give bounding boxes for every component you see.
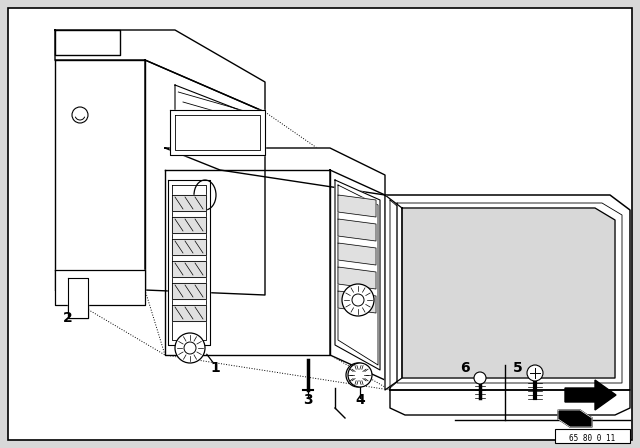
Polygon shape xyxy=(172,283,206,299)
Circle shape xyxy=(474,372,486,384)
Polygon shape xyxy=(330,170,385,380)
Circle shape xyxy=(348,363,372,387)
Polygon shape xyxy=(55,270,145,318)
Polygon shape xyxy=(385,195,630,390)
Polygon shape xyxy=(338,291,376,313)
Ellipse shape xyxy=(194,180,216,210)
Circle shape xyxy=(184,342,196,354)
Polygon shape xyxy=(402,208,615,378)
Bar xyxy=(555,429,630,443)
Polygon shape xyxy=(338,195,376,217)
Polygon shape xyxy=(165,170,330,355)
Polygon shape xyxy=(172,217,206,233)
Polygon shape xyxy=(172,305,206,321)
Polygon shape xyxy=(145,60,265,295)
Text: 5: 5 xyxy=(513,361,523,375)
Polygon shape xyxy=(335,180,380,370)
Polygon shape xyxy=(68,278,88,318)
Circle shape xyxy=(527,365,543,381)
Text: 4: 4 xyxy=(355,393,365,407)
Polygon shape xyxy=(168,180,210,345)
Polygon shape xyxy=(55,60,145,290)
Polygon shape xyxy=(338,267,376,289)
Polygon shape xyxy=(558,410,592,427)
Text: 2: 2 xyxy=(63,311,73,325)
Polygon shape xyxy=(175,85,265,155)
Circle shape xyxy=(342,284,374,316)
Text: 6: 6 xyxy=(460,361,470,375)
Circle shape xyxy=(346,363,370,387)
Polygon shape xyxy=(338,219,376,241)
Text: 1: 1 xyxy=(210,361,220,375)
Polygon shape xyxy=(170,110,265,155)
Polygon shape xyxy=(390,390,630,415)
Circle shape xyxy=(175,333,205,363)
Polygon shape xyxy=(172,195,206,211)
Polygon shape xyxy=(338,243,376,265)
Polygon shape xyxy=(385,195,402,390)
Polygon shape xyxy=(172,239,206,255)
Circle shape xyxy=(352,294,364,306)
Polygon shape xyxy=(55,30,265,112)
Polygon shape xyxy=(165,148,385,195)
Polygon shape xyxy=(565,380,616,410)
Text: 65 80 0 11: 65 80 0 11 xyxy=(569,434,615,443)
Circle shape xyxy=(72,107,88,123)
Polygon shape xyxy=(172,261,206,277)
Text: 3: 3 xyxy=(303,393,313,407)
